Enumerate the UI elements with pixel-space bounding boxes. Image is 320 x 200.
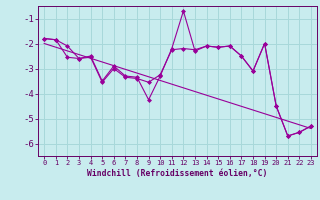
X-axis label: Windchill (Refroidissement éolien,°C): Windchill (Refroidissement éolien,°C) xyxy=(87,169,268,178)
